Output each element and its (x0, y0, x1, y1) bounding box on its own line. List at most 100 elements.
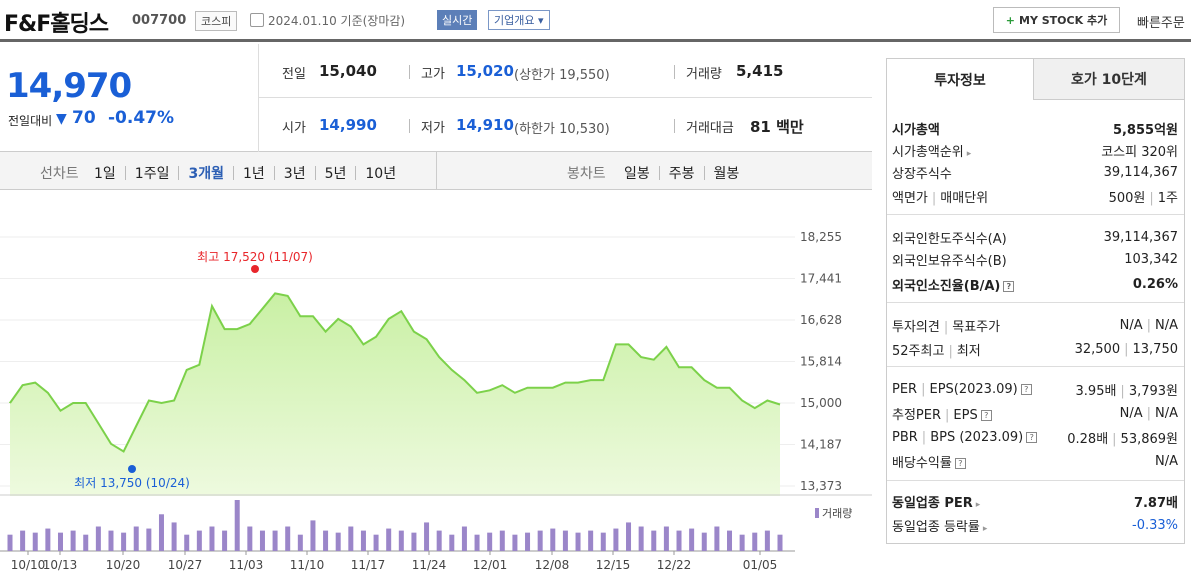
info-key-text: PER (892, 381, 918, 397)
caret-right-icon[interactable]: ▸ (982, 523, 988, 534)
x-tick-label: 10/20 (106, 558, 141, 572)
tab-candle-1[interactable]: 주봉 (668, 166, 695, 182)
info-key-text: 외국인소진율(B/A) (892, 278, 1001, 294)
realtime-button[interactable]: 실시간 (437, 10, 478, 30)
volume-bar (701, 532, 707, 551)
key-separator: | (931, 190, 937, 206)
info-value-text: N/A (1119, 405, 1143, 421)
info-value: N/A (1155, 454, 1178, 469)
info-key-text: 외국인보유주식수(B) (892, 253, 1007, 269)
min-marker (128, 465, 136, 473)
volume-legend-swatch (815, 508, 819, 518)
info-key: 외국인보유주식수(B) (892, 250, 1007, 269)
info-row: 외국인한도주식수(A) 39,114,367 (892, 226, 1178, 248)
tab-candle-2[interactable]: 월봉 (713, 166, 740, 182)
chart-svg: 18,255 17,441 16,628 15,814 15,000 14,187 13,3… (0, 230, 872, 572)
info-key-text: 외국인한도주식수(A) (892, 231, 1007, 247)
tab-separator (232, 166, 234, 180)
volume-bar (398, 530, 404, 551)
value-separator: | (1149, 190, 1154, 206)
help-icon[interactable]: ? (980, 409, 992, 421)
y-tick-label: 13,373 (800, 479, 842, 493)
caret-right-icon[interactable]: ▸ (975, 499, 981, 510)
info-value-text-2: 1주 (1157, 190, 1178, 206)
info-value-text: 0.26% (1132, 276, 1178, 292)
info-key: 시가총액순위 ▸ (892, 141, 971, 160)
upper-limit-label: (상한가 (514, 68, 555, 83)
info-value: N/A | N/A (1120, 406, 1178, 421)
section-divider (887, 366, 1184, 367)
tab-period-4[interactable]: 3년 (283, 166, 306, 182)
overview-label: 기업개요 (494, 14, 535, 27)
info-value: 32,500 | 13,750 (1075, 342, 1178, 357)
amount-unit: 백만 (776, 118, 804, 136)
help-icon[interactable]: ? (1020, 383, 1032, 395)
info-key-text: 상장주식수 (892, 166, 952, 182)
y-tick-label: 18,255 (800, 230, 842, 244)
plus-icon: + (1005, 13, 1016, 27)
info-row: 시가총액순위 ▸ 코스피 320위 (892, 139, 1178, 161)
company-overview-dropdown[interactable]: 기업개요 ▾ (488, 10, 550, 30)
quick-order-link[interactable]: 빠른주문 (1137, 16, 1185, 31)
stock-code: 007700 (132, 13, 187, 28)
candle-tab-row: 일봉 주봉 월봉 (624, 163, 739, 183)
down-arrow-icon: ▼ (56, 111, 67, 127)
tab-period-0[interactable]: 1일 (94, 166, 116, 182)
info-key-text-2: EPS (953, 407, 978, 423)
info-key: 52주최고 | 최저 (892, 340, 981, 359)
volume-value: 5,415 (736, 62, 784, 80)
key-separator: | (921, 429, 927, 445)
volume-bar (297, 534, 303, 551)
divider (436, 152, 437, 190)
info-row: 배당수익률? N/A (892, 450, 1178, 472)
info-row: 액면가 | 매매단위 500원 | 1주 (892, 185, 1178, 207)
info-row: 외국인보유주식수(B) 103,342 (892, 248, 1178, 270)
amount-value: 81 백만 (750, 116, 804, 137)
volume-bar (411, 532, 417, 551)
volume-bar (525, 532, 531, 551)
info-value: 코스피 320위 (1101, 141, 1178, 160)
info-value-text: 39,114,367 (1103, 229, 1178, 245)
tab-period-1[interactable]: 1주일 (134, 166, 170, 182)
volume-bar (436, 530, 442, 551)
info-key: 외국인한도주식수(A) (892, 228, 1007, 247)
info-value-text: 7.87배 (1133, 495, 1178, 511)
value-separator: | (1146, 317, 1151, 333)
lower-limit-label: (하한가 (514, 122, 555, 137)
tab-period-3[interactable]: 1년 (242, 166, 265, 182)
caret-right-icon[interactable]: ▸ (966, 148, 972, 159)
info-key: PBR | BPS (2023.09)? (892, 429, 1038, 445)
tab-investment-info[interactable]: 투자정보 (887, 59, 1034, 100)
volume-bar (373, 534, 379, 551)
help-icon[interactable]: ? (1003, 280, 1015, 292)
key-separator: | (945, 407, 950, 423)
info-key: 배당수익률? (892, 452, 966, 471)
info-value: N/A | N/A (1120, 318, 1178, 333)
min-label: 최저 13,750 (10/24) (74, 476, 190, 490)
price-panel (0, 44, 872, 152)
divider (258, 44, 259, 152)
info-value-text: 3.95배 (1075, 383, 1117, 399)
help-icon[interactable]: ? (954, 457, 966, 469)
add-mystock-button[interactable]: + MY STOCK 추가 (993, 7, 1120, 33)
volume-bar (196, 530, 202, 551)
tab-period-5[interactable]: 5년 (324, 166, 347, 182)
amount-number: 81 (750, 118, 771, 136)
x-tick-label: 12/15 (596, 558, 631, 572)
price-chart[interactable]: 18,255 17,441 16,628 15,814 15,000 14,187 13,3… (0, 190, 872, 580)
x-tick-label: 01/05 (743, 558, 778, 572)
volume-bar (588, 530, 594, 551)
info-value: 5,855억원 (1113, 119, 1178, 138)
x-tick-label: 10/10 (11, 558, 46, 572)
divider (409, 119, 410, 133)
tab-order-book[interactable]: 호가 10단계 (1034, 59, 1184, 100)
tab-period-6[interactable]: 10년 (365, 166, 397, 182)
tab-period-2[interactable]: 3개월 (188, 166, 224, 182)
prev-close-value: 15,040 (319, 62, 377, 80)
help-icon[interactable]: ? (1026, 431, 1038, 443)
info-key-text: 시가총액 (892, 122, 940, 138)
volume-bar (32, 532, 38, 551)
info-key: 투자의견 | 목표주가 (892, 316, 1000, 335)
volume-bar (70, 530, 76, 551)
tab-candle-0[interactable]: 일봉 (624, 166, 650, 182)
